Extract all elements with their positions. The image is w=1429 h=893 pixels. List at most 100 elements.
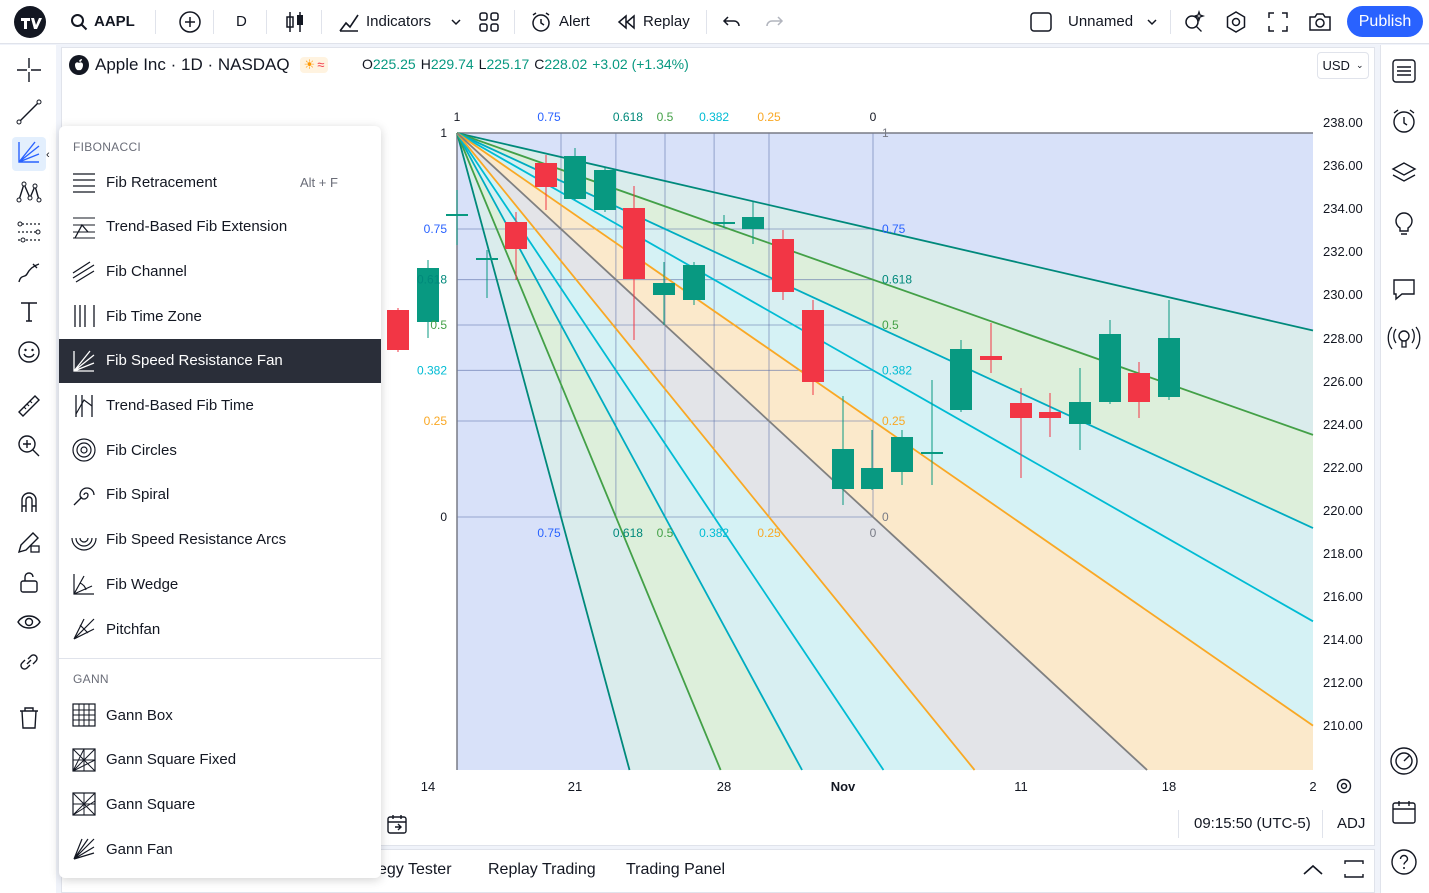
symbol-title: Apple Inc · 1D · NASDAQ [95,55,290,74]
menu-item-fib-wedge[interactable]: Fib Wedge [59,562,381,606]
candle-body [802,310,824,382]
menu-item-fib-time-zone[interactable]: Fib Time Zone [59,294,381,338]
quick-search-button[interactable] [1182,0,1206,43]
replay-button[interactable]: Replay [617,0,690,43]
collapse-panel-button[interactable] [1302,860,1324,885]
measure-tool[interactable] [12,391,46,425]
broadcast-icon [1387,324,1421,357]
fib-level-label: 0.382 [882,363,912,377]
menu-item-trend-fib-time[interactable]: Trend-Based Fib Time [59,384,381,428]
market-status-badge: ☀ ≈ [299,57,329,73]
ideas-button[interactable] [1386,207,1422,243]
emoji-tool[interactable] [12,337,46,371]
calendar-button[interactable] [1386,796,1422,832]
menu-item-fib-arcs[interactable]: Fib Speed Resistance Arcs [59,518,381,562]
currency-selector[interactable]: USD ⌄ [1317,52,1369,79]
menu-item-label: Fib Channel [106,262,187,280]
streams-button[interactable] [1386,322,1422,358]
low-label: L [478,56,487,72]
candle-body [1099,334,1121,402]
alert-button[interactable]: Alert [529,0,590,43]
snapshot-button[interactable] [1307,0,1333,43]
interval-label: D [236,13,247,30]
redo-button[interactable] [764,0,784,43]
menu-item-fib-retracement[interactable]: Fib Retracement Alt + F [59,160,381,204]
dom-button[interactable] [1386,745,1422,781]
hide-drawings-tool[interactable] [12,607,46,641]
section-fibonacci: FIBONACCI [73,140,142,154]
price-tick-label: 234.00 [1323,201,1363,217]
adj-toggle[interactable]: ADJ [1337,815,1366,832]
help-button[interactable] [1386,846,1422,882]
object-tree-button[interactable] [1386,157,1422,193]
menu-item-fib-spiral[interactable]: Fib Spiral [59,473,381,517]
tradingview-logo-icon[interactable] [14,0,46,43]
lock-drawings-tool[interactable] [12,567,46,601]
sync-drawings-tool[interactable] [12,647,46,681]
axis-settings-button[interactable] [1334,776,1354,801]
fib-level-label: 1 [454,110,461,124]
fullscreen-icon [1267,11,1289,33]
fib-speed-fan-drawing[interactable] [456,132,1314,771]
magnet-tool[interactable] [12,487,46,521]
menu-item-fib-channel[interactable]: Fib Channel [59,249,381,293]
change-value: +3.02 (+1.34%) [592,56,689,72]
menu-item-fib-speed-fan[interactable]: Fib Speed Resistance Fan [59,338,381,383]
fib-spiral-icon [69,480,99,510]
menu-item-gann-square-fixed[interactable]: Gann Square Fixed [59,738,381,782]
tab-replay-trading[interactable]: Replay Trading [488,861,596,878]
indicators-dropdown-button[interactable] [449,0,463,43]
menu-item-label: Fib Spiral [106,486,170,504]
fib-level-label: 0.75 [424,222,448,236]
maximize-panel-button[interactable] [1343,858,1365,885]
watchlist-button[interactable] [1386,55,1422,91]
alerts-button[interactable] [1386,105,1422,141]
fullscreen-button[interactable] [1267,0,1289,43]
text-tool[interactable] [12,297,46,331]
candle-body [505,222,527,249]
time-tick-label: 18 [1161,779,1177,794]
search-icon [70,13,88,31]
fib-tools-button[interactable] [12,137,46,171]
ruler-icon [15,392,43,425]
menu-item-pitchfan[interactable]: Pitchfan [59,607,381,651]
chart-type-button[interactable] [284,0,306,43]
layouts-button[interactable] [478,0,500,43]
remove-drawings-tool[interactable] [12,703,46,737]
menu-item-fib-circles[interactable]: Fib Circles [59,428,381,472]
publish-button[interactable]: Publish [1347,6,1423,37]
tab-strategy-tester[interactable]: egy Tester [378,861,452,878]
brush-tool[interactable] [12,257,46,291]
prediction-tool[interactable] [12,217,46,251]
chevron-down-icon: ⌄ [1355,60,1364,70]
date-range-button[interactable] [385,812,409,841]
text-icon [15,298,43,331]
compare-symbol-button[interactable] [178,0,202,43]
fib-gann-tools-menu: FIBONACCI Fib Retracement Alt + F Trend-Ba… [59,126,381,878]
indicators-button[interactable]: Indicators [338,0,431,43]
patterns-tool[interactable] [12,177,46,211]
menu-item-gann-box[interactable]: Gann Box [59,693,381,737]
symbol-search-button[interactable]: AAPL [70,0,135,43]
tab-trading-panel[interactable]: Trading Panel [626,861,726,878]
timezone-clock[interactable]: 09:15:50 (UTC-5) [1194,815,1311,832]
menu-item-gann-fan[interactable]: Gann Fan [59,827,381,871]
chevron-left-icon[interactable]: ‹ [46,149,50,161]
calendar-icon [1390,798,1418,831]
menu-item-trend-fib-extension[interactable]: Trend-Based Fib Extension [59,205,381,249]
high-label: H [420,56,431,72]
layout-name-button[interactable]: Unnamed [1068,0,1159,43]
indicators-label: Indicators [366,13,432,30]
stay-in-drawing-tool[interactable] [12,527,46,561]
interval-button[interactable]: D [236,0,247,43]
settings-button[interactable] [1224,0,1248,43]
undo-button[interactable] [722,0,742,43]
chats-button[interactable] [1386,273,1422,309]
zoom-tool[interactable] [12,431,46,465]
menu-item-gann-square[interactable]: Gann Square [59,782,381,826]
layout-checkbox[interactable] [1029,0,1053,43]
fib-level-labels: 1 0.75 0.618 0.5 0.382 0.25 010.750.6180.50.38… [417,110,912,540]
crosshair-tool[interactable] [12,55,46,89]
trend-line-tool[interactable] [12,97,46,131]
